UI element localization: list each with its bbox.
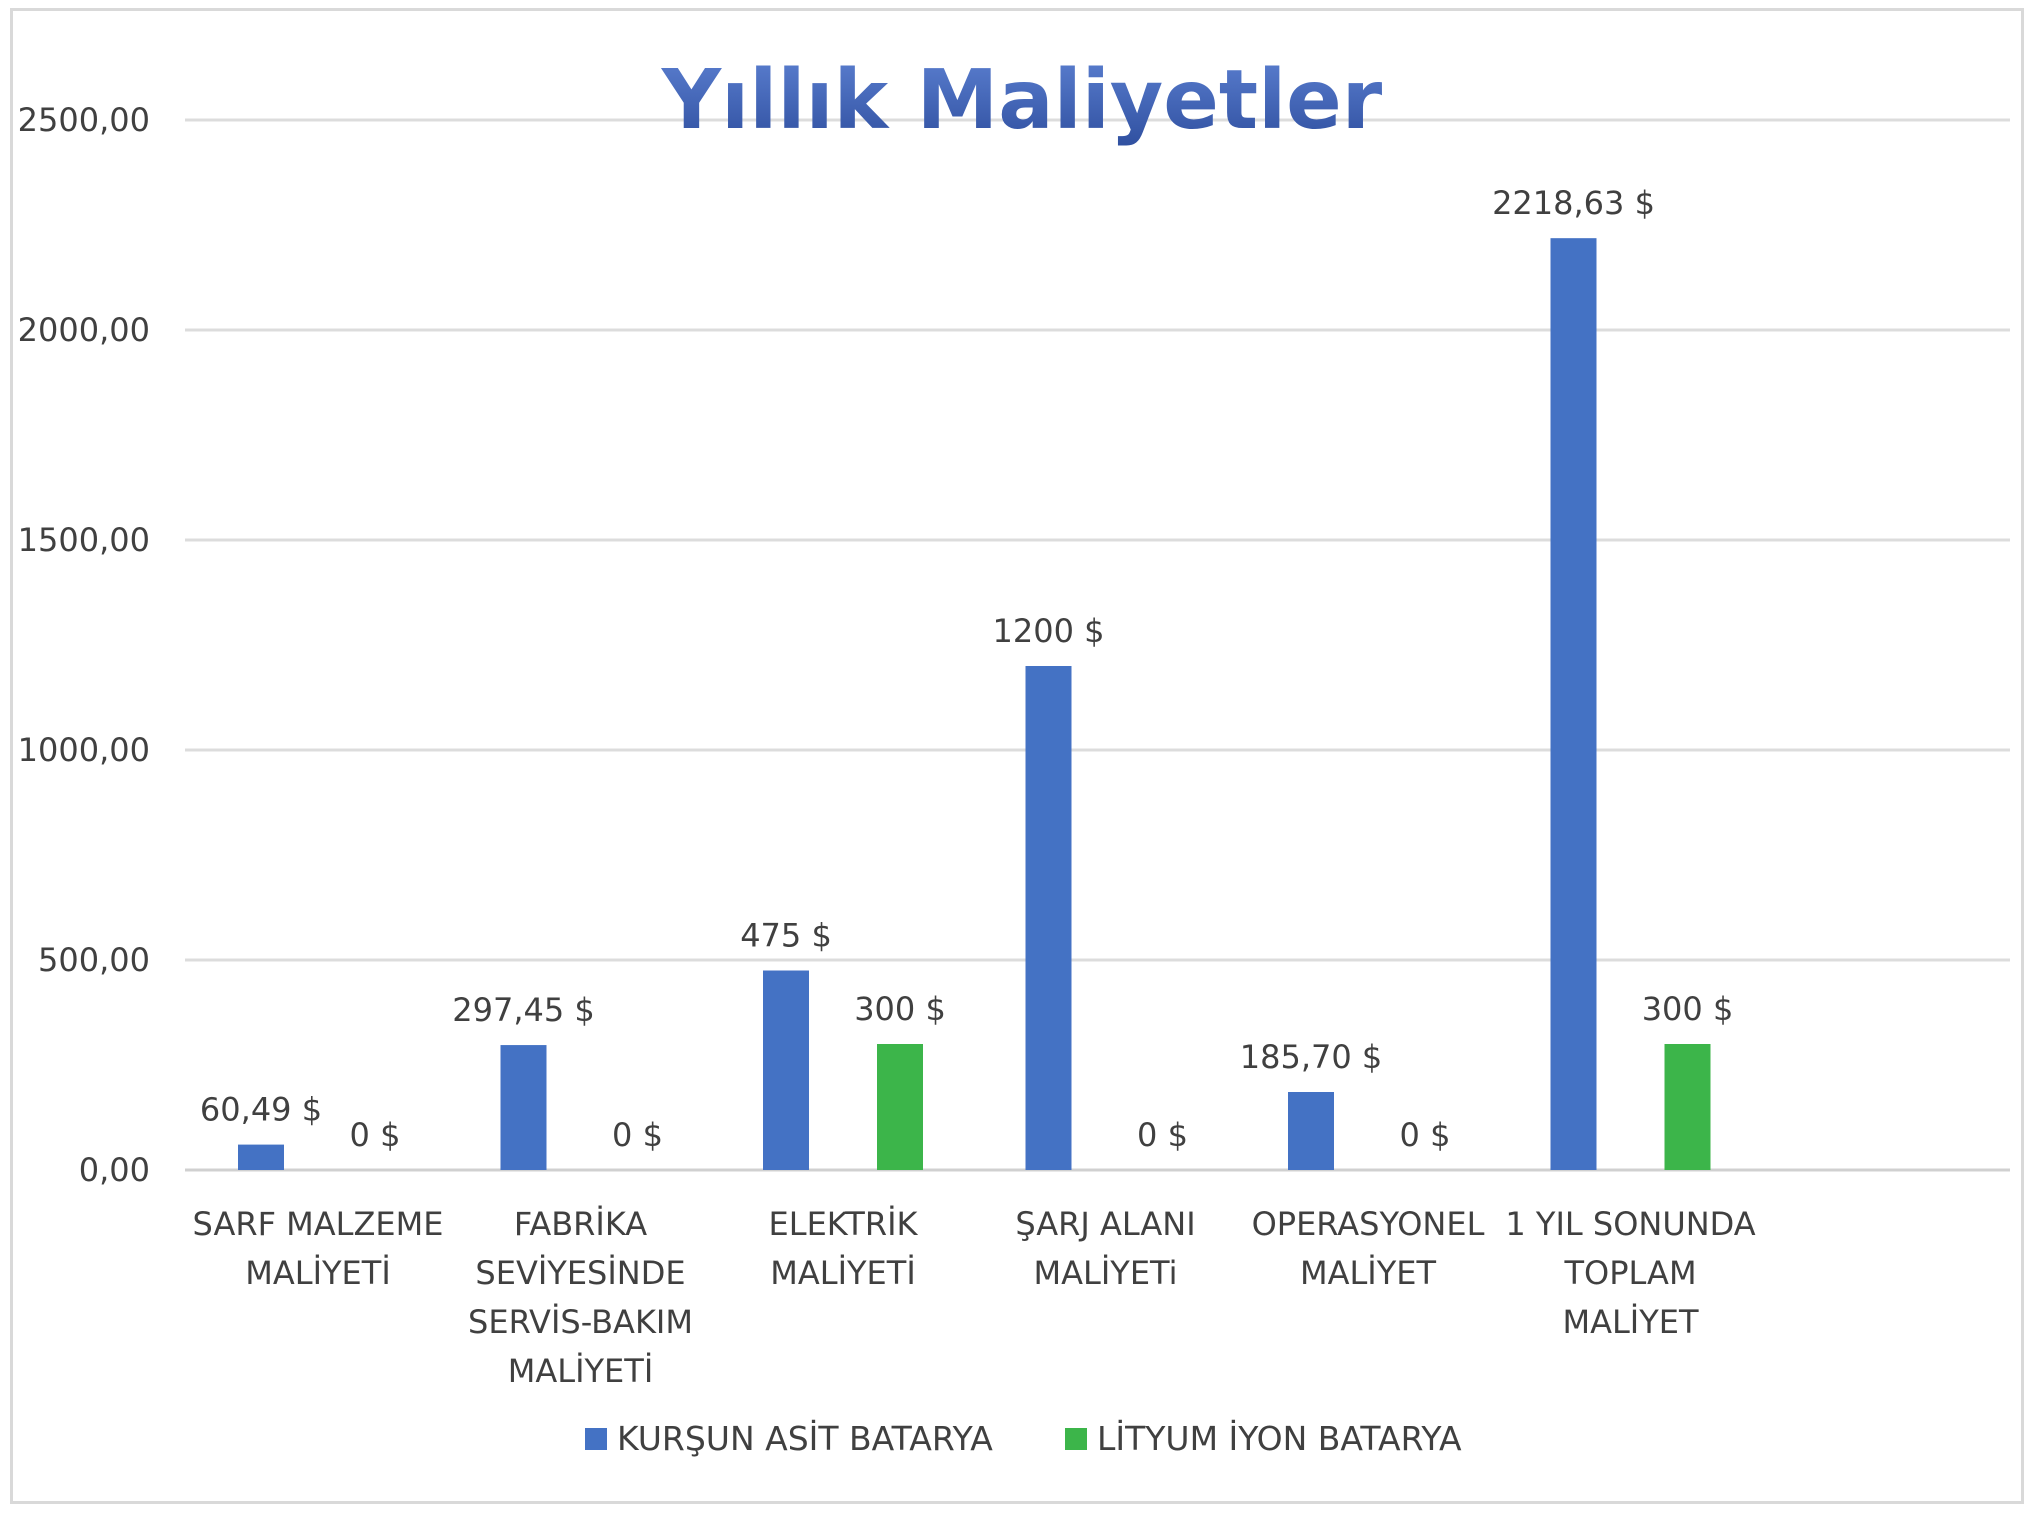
bar-lityum-iyon <box>877 1044 923 1170</box>
legend-label: LİTYUM İYON BATARYA <box>1097 1419 1462 1458</box>
category-label: ELEKTRİK <box>769 1205 919 1243</box>
bar-kursun-asit <box>1550 238 1597 1170</box>
category-label: SARF MALZEME <box>193 1205 444 1243</box>
bar-kursun-asit <box>1025 666 1072 1170</box>
chart-title: Yıllık Maliyetler <box>661 53 1383 148</box>
bar-kursun-asit <box>1288 1092 1334 1170</box>
data-label: 0 $ <box>1400 1116 1451 1154</box>
category-label: MALİYETİ <box>245 1254 391 1292</box>
data-label: 0 $ <box>350 1116 401 1154</box>
bar-kursun-asit <box>763 970 809 1170</box>
data-label: 2218,63 $ <box>1492 184 1655 222</box>
data-label: 297,45 $ <box>452 991 595 1029</box>
y-tick-label: 1000,00 <box>18 731 150 769</box>
legend-swatch <box>1065 1428 1087 1450</box>
bar-lityum-iyon <box>1664 1044 1711 1170</box>
category-label: TOPLAM <box>1563 1254 1696 1292</box>
y-tick-label: 500,00 <box>38 941 150 979</box>
category-label: MALİYETi <box>1034 1254 1178 1292</box>
category-label: OPERASYONEL <box>1252 1205 1485 1243</box>
data-label: 0 $ <box>612 1116 663 1154</box>
bars <box>238 238 1711 1170</box>
category-label: ŞARJ ALANI <box>1015 1205 1195 1243</box>
bar-kursun-asit <box>500 1045 547 1170</box>
data-label: 1200 $ <box>993 612 1105 650</box>
y-tick-label: 1500,00 <box>18 521 150 559</box>
data-label: 0 $ <box>1137 1116 1188 1154</box>
category-label: FABRİKA <box>514 1205 647 1243</box>
legend-swatch <box>585 1428 607 1450</box>
chart-frame <box>10 8 2024 1504</box>
legend: KURŞUN ASİT BATARYA LİTYUM İYON BATARYA <box>585 1419 1462 1458</box>
y-tick-label: 0,00 <box>79 1151 150 1189</box>
data-label: 475 $ <box>740 917 832 955</box>
data-label: 300 $ <box>1642 990 1734 1028</box>
category-label: SERVİS-BAKIM <box>468 1303 693 1341</box>
category-label: SEVİYESİNDE <box>475 1254 685 1292</box>
x-axis: SARF MALZEME MALİYETİ FABRİKA SEVİYESİNDE SE… <box>193 1205 1756 1390</box>
data-label: 185,70 $ <box>1240 1038 1383 1076</box>
data-labels: 60,49 $ 0 $ 297,45 $ 0 $ 475 $ 300 $ 1200 $ 0 $… <box>200 184 1733 1154</box>
y-tick-label: 2000,00 <box>18 311 150 349</box>
y-tick-label: 2500,00 <box>18 101 150 139</box>
data-label: 60,49 $ <box>200 1091 322 1129</box>
data-label: 300 $ <box>854 990 946 1028</box>
legend-label: KURŞUN ASİT BATARYA <box>617 1419 993 1458</box>
bar-kursun-asit <box>238 1144 284 1170</box>
y-axis: 0,00 500,00 1000,00 1500,00 2000,00 2500,00 <box>18 101 150 1189</box>
category-label: MALİYETİ <box>770 1254 916 1292</box>
category-label: MALİYETİ <box>508 1352 654 1390</box>
category-label: MALİYET <box>1562 1303 1699 1341</box>
category-label: MALİYET <box>1300 1254 1437 1292</box>
category-label: 1 YIL SONUNDA <box>1505 1205 1755 1243</box>
